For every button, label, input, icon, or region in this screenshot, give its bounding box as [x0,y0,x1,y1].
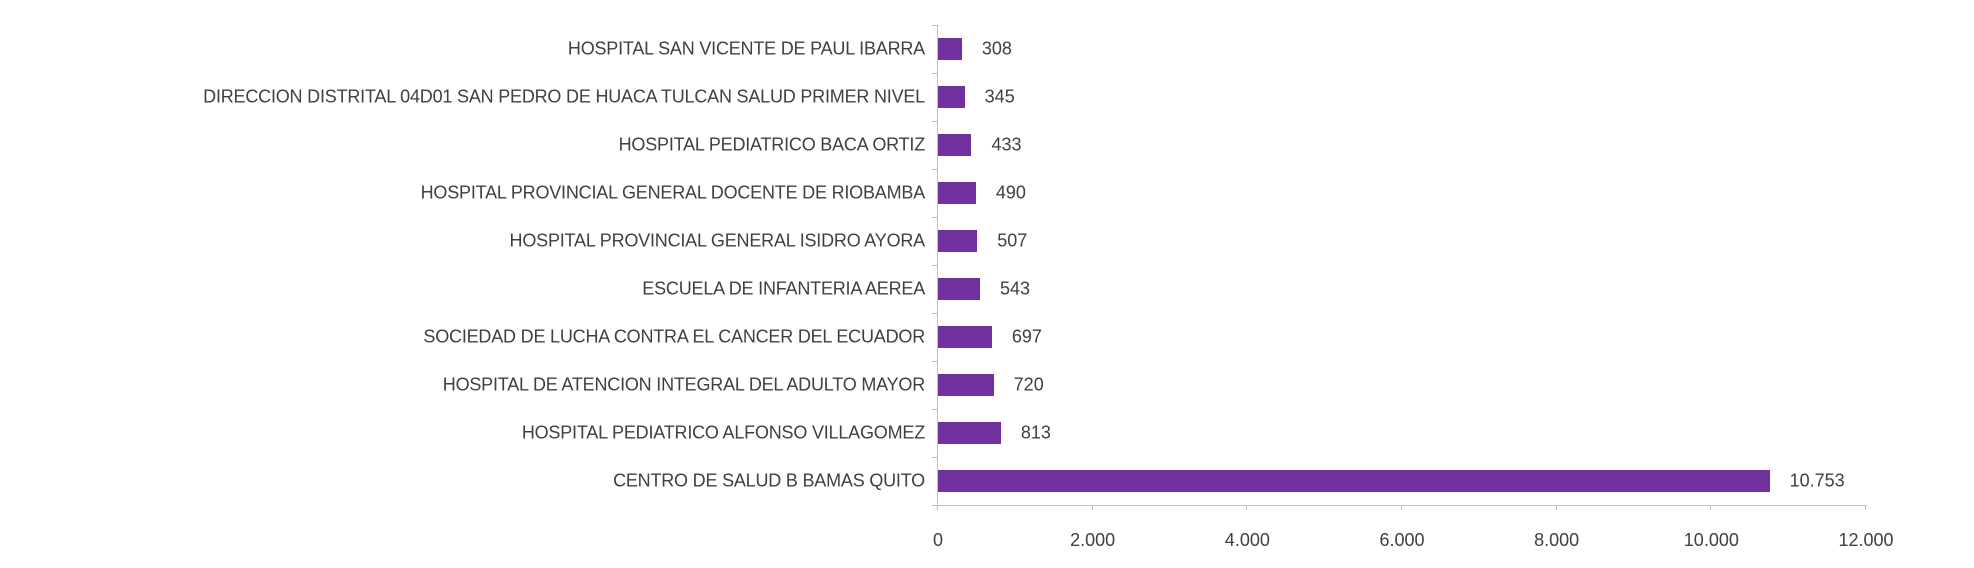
category-label: CENTRO DE SALUD B BAMAS QUITO [613,470,925,491]
value-label: 308 [981,38,1012,59]
bar [938,326,992,348]
y-axis-tick [932,217,937,218]
value-label: 720 [1013,374,1044,395]
category-label: HOSPITAL SAN VICENTE DE PAUL IBARRA [567,38,925,59]
x-axis-tick-label: 4.000 [1224,530,1270,550]
y-axis-tick [932,73,937,74]
value-label: 345 [984,86,1015,107]
y-axis-tick [932,409,937,410]
bar [938,134,972,156]
y-axis-tick [932,505,937,506]
value-label: 507 [997,230,1028,251]
y-axis-tick [932,313,937,314]
category-label: SOCIEDAD DE LUCHA CONTRA EL CANCER DEL E… [423,326,925,347]
x-axis-tick [1555,505,1557,510]
bar [938,182,976,204]
bar [938,86,965,108]
category-label: HOSPITAL PROVINCIAL GENERAL DOCENTE DE R… [420,182,926,203]
category-label: HOSPITAL DE ATENCION INTEGRAL DEL ADULTO… [442,374,925,395]
y-axis-tick [932,361,937,362]
category-label: DIRECCION DISTRITAL 04D01 SAN PEDRO DE H… [203,86,925,107]
value-label: 543 [999,278,1031,299]
value-label: 10.753 [1789,470,1845,491]
category-label: HOSPITAL PEDIATRICO BACA ORTIZ [618,134,926,155]
x-axis-tick [1091,505,1093,510]
x-axis-tick [1401,505,1402,510]
x-axis-tick-label: 10.000 [1683,530,1739,550]
x-axis-tick-label: 2.000 [1070,530,1116,550]
x-axis-tick [1246,505,1248,510]
bar [938,38,962,60]
y-axis-tick [932,121,937,122]
x-axis-tick-label: 8.000 [1534,530,1580,550]
bar [938,278,980,300]
category-label: HOSPITAL PEDIATRICO ALFONSO VILLAGOMEZ [521,422,925,443]
value-label: 697 [1011,326,1042,347]
y-axis-line [937,25,938,506]
y-axis-tick [932,265,937,266]
value-label: 490 [995,182,1026,203]
category-label: ESCUELA DE INFANTERIA AEREA [642,278,925,299]
bar [938,374,994,396]
bar [938,230,978,252]
bar [938,422,1001,444]
value-label: 433 [991,134,1022,155]
y-axis-tick [932,457,937,458]
x-axis-tick [1710,505,1712,510]
category-label: HOSPITAL PROVINCIAL GENERAL ISIDRO AYORA [509,230,926,251]
bar [938,470,1770,492]
x-axis-tick-label: 12.000 [1838,530,1894,550]
y-axis-tick [932,169,937,170]
x-axis-tick [1865,505,1866,510]
x-axis-tick [937,505,938,510]
y-axis-tick [932,25,937,26]
x-axis-tick-label: 6.000 [1379,530,1425,550]
x-axis-line [937,505,1867,506]
x-axis-tick-label: 0 [932,530,944,550]
value-label: 813 [1020,422,1051,443]
